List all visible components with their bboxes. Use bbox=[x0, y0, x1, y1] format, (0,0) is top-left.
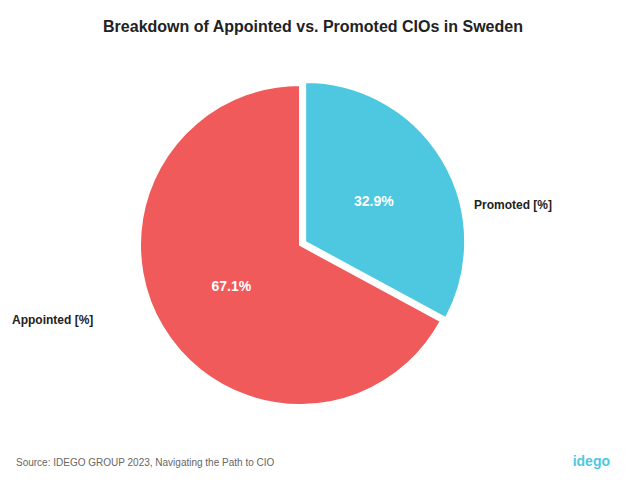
source-note: Source: IDEGO GROUP 2023, Navigating the… bbox=[16, 457, 274, 468]
logo: idego bbox=[573, 453, 610, 469]
data-label: 32.9% bbox=[354, 193, 394, 209]
data-label: 67.1% bbox=[211, 278, 251, 294]
pie-slice bbox=[140, 85, 441, 405]
title: Breakdown of Appointed vs. Promoted CIOs… bbox=[103, 18, 523, 35]
category-label: Promoted [%] bbox=[474, 198, 552, 212]
category-label: Appointed [%] bbox=[12, 313, 93, 327]
chart: Breakdown of Appointed vs. Promoted CIOs… bbox=[0, 0, 626, 480]
pie: 32.9% 67.1% bbox=[140, 82, 465, 405]
